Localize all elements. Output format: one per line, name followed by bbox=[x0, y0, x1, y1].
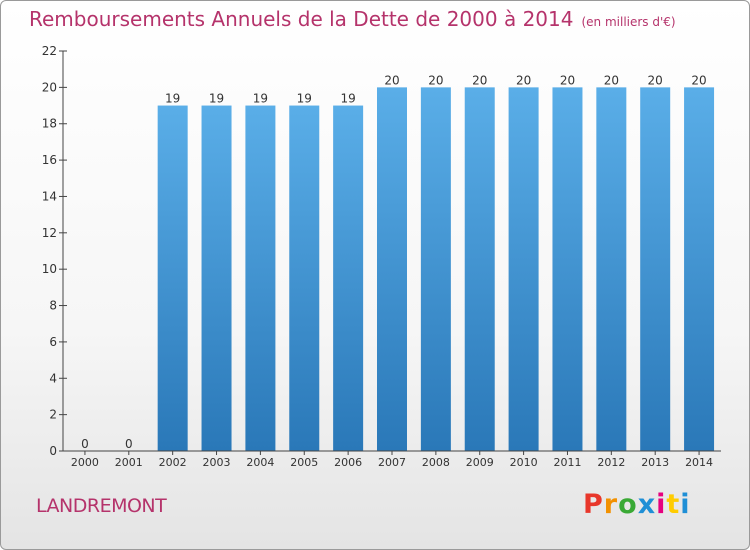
bar-value-label: 0 bbox=[125, 437, 133, 451]
bar bbox=[508, 87, 539, 451]
x-tick-label: 2005 bbox=[290, 456, 318, 469]
bar-value-label: 19 bbox=[297, 92, 312, 106]
bar bbox=[201, 105, 232, 451]
x-tick-label: 2011 bbox=[553, 456, 581, 469]
bars-layer bbox=[157, 87, 715, 451]
x-tick-label: 2004 bbox=[246, 456, 274, 469]
bar bbox=[552, 87, 583, 451]
y-tick-label: 2 bbox=[49, 408, 57, 422]
y-tick-label: 0 bbox=[49, 444, 57, 458]
x-tick-label: 2002 bbox=[159, 456, 187, 469]
x-tick-label: 2001 bbox=[115, 456, 143, 469]
y-tick-label: 8 bbox=[49, 299, 57, 313]
y-tick-label: 4 bbox=[49, 371, 57, 385]
bar-value-label: 19 bbox=[165, 92, 180, 106]
bar-value-label: 19 bbox=[253, 92, 268, 106]
axes-layer: 0 2 4 6 8 10 12 14 16 18 20 22 0 2000 0 2001 19 2002 19 200… bbox=[42, 44, 721, 469]
bar bbox=[596, 87, 627, 451]
bar-value-label: 20 bbox=[516, 73, 531, 87]
x-tick-label: 2003 bbox=[203, 456, 231, 469]
x-tick-label: 2012 bbox=[597, 456, 625, 469]
commune-name: LANDREMONT bbox=[36, 495, 167, 517]
x-tick-label: 2013 bbox=[641, 456, 669, 469]
y-tick-label: 14 bbox=[42, 189, 57, 203]
bar bbox=[464, 87, 495, 451]
x-tick-label: 2009 bbox=[466, 456, 494, 469]
bar-value-label: 20 bbox=[428, 73, 443, 87]
bar bbox=[333, 105, 364, 451]
y-tick-label: 10 bbox=[42, 262, 57, 276]
bar-value-label: 20 bbox=[560, 73, 575, 87]
bar-value-label: 20 bbox=[604, 73, 619, 87]
bar-value-label: 19 bbox=[209, 92, 224, 106]
bar bbox=[640, 87, 671, 451]
x-tick-label: 2000 bbox=[71, 456, 99, 469]
bar-value-label: 0 bbox=[81, 437, 89, 451]
x-tick-label: 2007 bbox=[378, 456, 406, 469]
y-tick-label: 22 bbox=[42, 44, 57, 58]
proxiti-logo[interactable]: Proxiti bbox=[583, 489, 691, 520]
bar-value-label: 19 bbox=[340, 92, 355, 106]
y-tick-label: 16 bbox=[42, 153, 57, 167]
chart-title: Remboursements Annuels de la Dette de 20… bbox=[29, 7, 676, 31]
x-tick-label: 2010 bbox=[510, 456, 538, 469]
bar bbox=[420, 87, 451, 451]
y-tick-label: 12 bbox=[42, 226, 57, 240]
bar-value-label: 20 bbox=[648, 73, 663, 87]
bar-value-label: 20 bbox=[384, 73, 399, 87]
bar-value-label: 20 bbox=[691, 73, 706, 87]
x-tick-label: 2006 bbox=[334, 456, 362, 469]
chart-unit-label: (en milliers d'€) bbox=[581, 15, 676, 29]
bar-value-label: 20 bbox=[472, 73, 487, 87]
bar bbox=[684, 87, 715, 451]
bar bbox=[377, 87, 407, 451]
x-tick-label: 2008 bbox=[422, 456, 450, 469]
y-tick-label: 18 bbox=[42, 117, 57, 131]
chart-title-text: Remboursements Annuels de la Dette de 20… bbox=[29, 7, 574, 31]
y-tick-label: 6 bbox=[49, 335, 57, 349]
y-tick-label: 20 bbox=[42, 80, 57, 94]
bar bbox=[157, 105, 188, 451]
bar bbox=[289, 105, 320, 451]
x-tick-label: 2014 bbox=[685, 456, 713, 469]
bar bbox=[245, 105, 276, 451]
